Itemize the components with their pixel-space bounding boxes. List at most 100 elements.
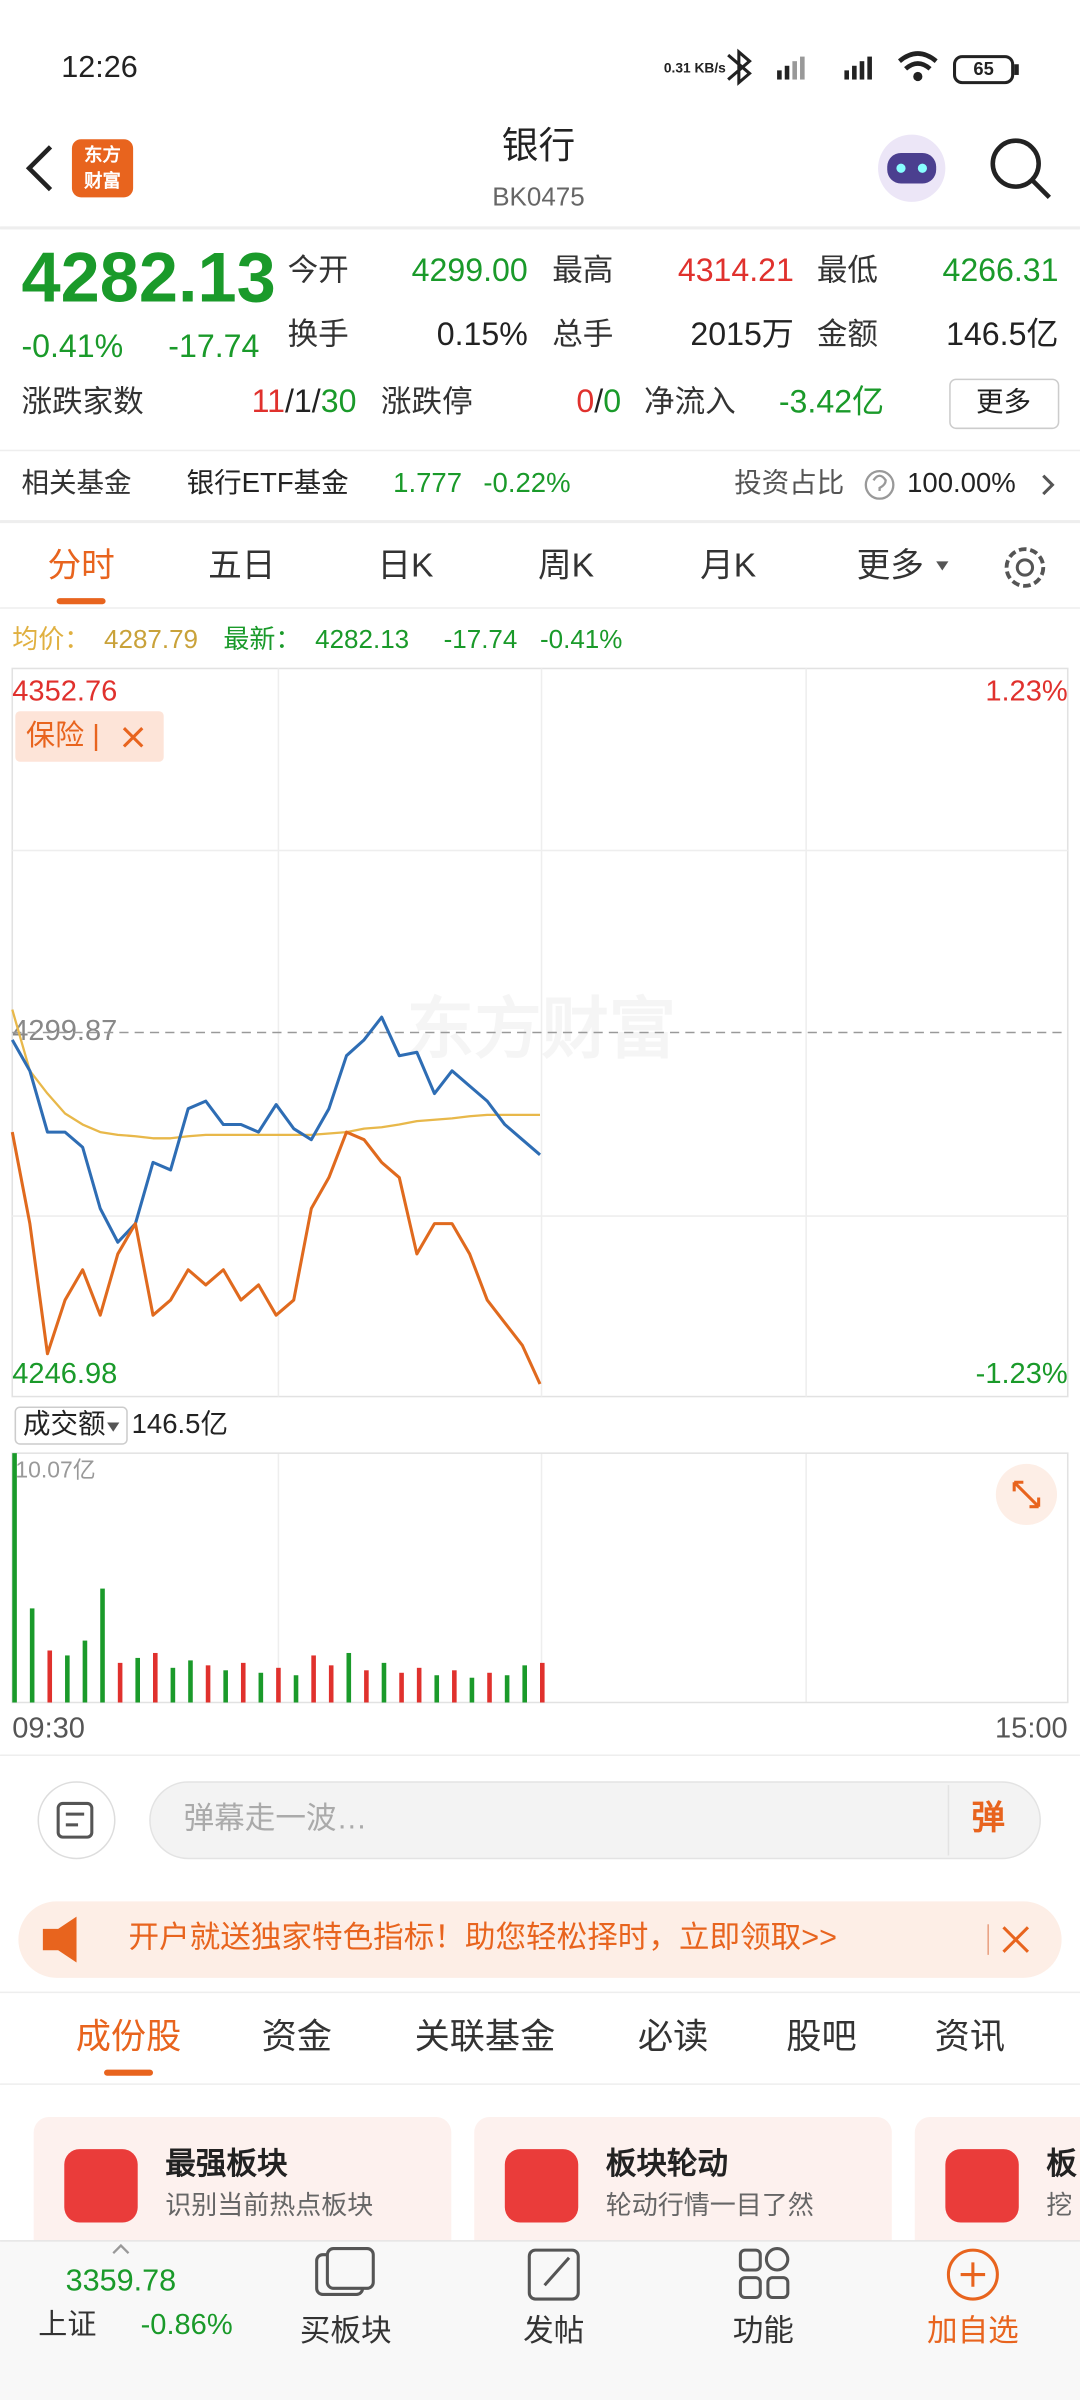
legend-value: -17.74: [444, 624, 518, 654]
fund-ratio: 100.00%: [907, 467, 1016, 498]
period-tab[interactable]: 日K: [377, 547, 434, 584]
danmu-settings[interactable]: [37, 1781, 116, 1860]
period-tab[interactable]: 五日: [208, 547, 275, 584]
nav-icon[interactable]: [738, 2247, 790, 2300]
volume-bar: [153, 1652, 158, 1703]
expand-button[interactable]: [995, 1463, 1058, 1526]
value-part: 0: [576, 383, 594, 419]
volume-bar: [522, 1665, 527, 1703]
volume-bar: [47, 1650, 53, 1703]
volume-label[interactable]: 成交额: [23, 1408, 106, 1439]
app-logo: [71, 139, 134, 198]
volume-bar: [82, 1640, 88, 1703]
fund-name[interactable]: 银行ETF基金: [187, 467, 349, 498]
nav-label[interactable]: 买板块: [300, 2314, 392, 2348]
period-tab[interactable]: 月K: [700, 547, 757, 584]
more-button[interactable]: [949, 378, 1060, 430]
danmu-input[interactable]: [149, 1781, 1041, 1860]
volume-bar: [469, 1677, 475, 1703]
divider: [0, 449, 1080, 452]
stat-label: 今开: [288, 253, 349, 287]
back-button[interactable]: [25, 145, 53, 192]
nav-icon[interactable]: [315, 2247, 375, 2296]
feature-card[interactable]: [33, 2117, 452, 2255]
tag-chip[interactable]: [15, 711, 164, 762]
nav-icon[interactable]: [946, 2248, 999, 2301]
index-value: 3359.78: [66, 2263, 177, 2297]
section-tab[interactable]: 资讯: [935, 2017, 1005, 2056]
card-title: 最强板块: [165, 2147, 288, 2181]
help-icon-glyph: [872, 474, 887, 492]
stat-label: 涨跌家数: [21, 385, 143, 419]
fund-price: 1.777: [393, 467, 462, 498]
nav-label[interactable]: 功能: [733, 2314, 794, 2348]
settings-button[interactable]: [1004, 547, 1046, 588]
volume-bar: [452, 1670, 457, 1703]
banner-close[interactable]: [1002, 1926, 1030, 1953]
stat-value: 4314.21: [678, 252, 794, 288]
volume-selector[interactable]: [14, 1406, 128, 1445]
chevron[interactable]: [1042, 474, 1055, 496]
nav-icon[interactable]: [527, 2248, 580, 2301]
legend-value: -0.41%: [540, 624, 622, 654]
y-tick-label: 10.07亿: [15, 1457, 95, 1483]
tag-label[interactable]: 保险 |: [26, 719, 100, 752]
stat-value: 11/1/30: [252, 383, 357, 419]
search-button[interactable]: [990, 138, 1051, 199]
expand-arrow[interactable]: [112, 2243, 130, 2254]
volume-bar: [364, 1670, 369, 1703]
stat-value: 0.15%: [437, 316, 528, 352]
danmu-button[interactable]: 弹: [971, 1799, 1005, 1837]
volume-bar: [346, 1652, 352, 1703]
period-tab[interactable]: 周K: [538, 547, 595, 584]
volume-bar: [293, 1675, 299, 1703]
divider: [0, 1991, 1080, 1994]
value-part: 0: [603, 383, 621, 419]
banner-text[interactable]: 开户就送独家特色指标！助您轻松择时，立即领取>>: [129, 1921, 837, 1955]
section-tab[interactable]: 资金: [262, 2017, 332, 2056]
stat-label: 金额: [817, 318, 878, 352]
value-part: /1/: [285, 383, 321, 419]
volume-bar: [276, 1667, 281, 1703]
section-tab[interactable]: 关联基金: [415, 2017, 556, 2056]
period-tab[interactable]: 分时: [47, 547, 114, 584]
legend-value: 4282.13: [315, 624, 409, 654]
nav-label[interactable]: 发帖: [523, 2314, 584, 2348]
section-tab[interactable]: 股吧: [786, 2017, 856, 2056]
feature-card[interactable]: [474, 2117, 892, 2255]
section-tab[interactable]: 必读: [638, 2017, 708, 2056]
divider: [0, 226, 1080, 230]
volume-bar: [12, 1453, 17, 1703]
volume-bar: [381, 1662, 387, 1703]
stat-label: 净流入: [644, 385, 736, 419]
bottom-nav: [0, 2240, 1080, 2400]
section-tab[interactable]: 成份股: [76, 2017, 182, 2056]
more-button-label[interactable]: 更多: [976, 386, 1031, 417]
volume-bar: [434, 1675, 440, 1703]
value-part: /: [594, 383, 603, 419]
volume-bar: [170, 1667, 176, 1703]
price: 4282.13: [21, 238, 275, 317]
logo-text: 财富: [83, 170, 121, 191]
volume-bar: [311, 1655, 316, 1703]
tag-close[interactable]: [122, 727, 144, 748]
help-icon[interactable]: [864, 469, 895, 500]
price-line: [10, 1015, 541, 1244]
change-pct: -0.41%: [21, 328, 123, 364]
card-subtitle: 挖: [1046, 2190, 1072, 2220]
promo-banner[interactable]: [18, 1901, 1062, 1978]
nav-label[interactable]: 加自选: [927, 2314, 1019, 2348]
fund-ratio-label: 投资占比: [734, 467, 844, 498]
period-tab[interactable]: 更多: [857, 546, 924, 584]
stat-label: 最高: [552, 253, 613, 287]
assistant-icon[interactable]: [878, 134, 946, 202]
volume-bar: [487, 1672, 492, 1703]
value-part: 30: [321, 383, 357, 419]
price-line: [10, 1130, 542, 1385]
volume-bar: [100, 1588, 105, 1703]
y-tick-label: 4246.98: [12, 1358, 117, 1390]
card-icon: [504, 2149, 579, 2223]
dropdown-arrow: [936, 561, 949, 571]
volume-total: 146.5亿: [132, 1408, 228, 1439]
